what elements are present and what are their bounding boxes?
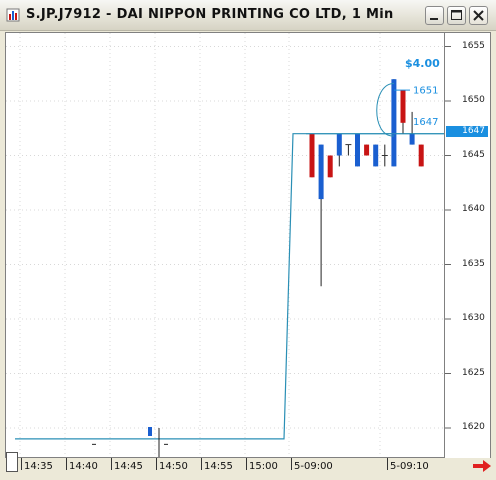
time-label: 5-09:10 (390, 461, 429, 472)
candle-body (309, 133, 315, 178)
price-label: 1650 (462, 95, 485, 105)
next-arrow-icon[interactable] (472, 459, 492, 473)
time-tick (66, 458, 67, 470)
candle (148, 427, 152, 436)
price-label: 1645 (462, 149, 485, 160)
time-tick (201, 458, 202, 470)
close-button[interactable] (469, 6, 488, 25)
time-label: 14:40 (69, 461, 98, 472)
scroll-thumb[interactable] (6, 452, 18, 472)
time-label: 5-09:00 (294, 461, 333, 472)
price-label: 1620 (462, 422, 485, 432)
time-tick (291, 458, 292, 470)
time-label: 15:00 (249, 461, 278, 472)
candle-body (373, 144, 379, 167)
time-label: 14:50 (159, 461, 188, 472)
time-axis (5, 458, 491, 480)
time-label: 14:55 (204, 461, 233, 472)
time-label: 14:35 (24, 461, 53, 472)
price-label: 1630 (462, 313, 485, 323)
chart-plot-area[interactable]: $4.00 1651 1647 (5, 32, 446, 458)
level-high-label: 1651 (413, 85, 438, 96)
minimize-icon (430, 18, 438, 20)
price-axis[interactable] (445, 32, 491, 458)
price-label: 1655 (462, 40, 485, 51)
price-axis-ticks (445, 46, 451, 429)
candle-body (355, 133, 360, 167)
candle-body (418, 144, 424, 167)
time-tick (21, 458, 22, 470)
price-label: 1635 (462, 258, 485, 269)
candle-body (327, 155, 333, 178)
change-annotation: $4.00 (405, 57, 440, 70)
time-label: 14:45 (114, 461, 143, 472)
maximize-button[interactable] (447, 6, 466, 25)
minimize-button[interactable] (425, 6, 444, 25)
time-tick (246, 458, 247, 470)
app-icon (6, 8, 20, 22)
window-title: S.JP.J7912 - DAI NIPPON PRINTING CO LTD,… (26, 7, 394, 22)
candle-body (409, 133, 415, 145)
last-price-badge: 1647 (446, 126, 488, 137)
level-low-label: 1647 (413, 117, 438, 128)
title-bar[interactable]: S.JP.J7912 - DAI NIPPON PRINTING CO LTD,… (0, 0, 496, 31)
chart-canvas: $4.00 1651 1647 (6, 33, 446, 457)
price-label: 1625 (462, 367, 485, 378)
time-tick (111, 458, 112, 470)
candle-body (400, 90, 406, 123)
measure-arc (376, 83, 395, 137)
price-label: 1640 (462, 204, 485, 214)
candle-body (336, 133, 342, 156)
maximize-icon (451, 10, 462, 20)
time-tick (387, 458, 388, 470)
candle-body (364, 144, 370, 156)
close-icon (473, 10, 484, 21)
candle-body (318, 144, 324, 200)
time-tick (156, 458, 157, 470)
candle-body (391, 79, 397, 167)
